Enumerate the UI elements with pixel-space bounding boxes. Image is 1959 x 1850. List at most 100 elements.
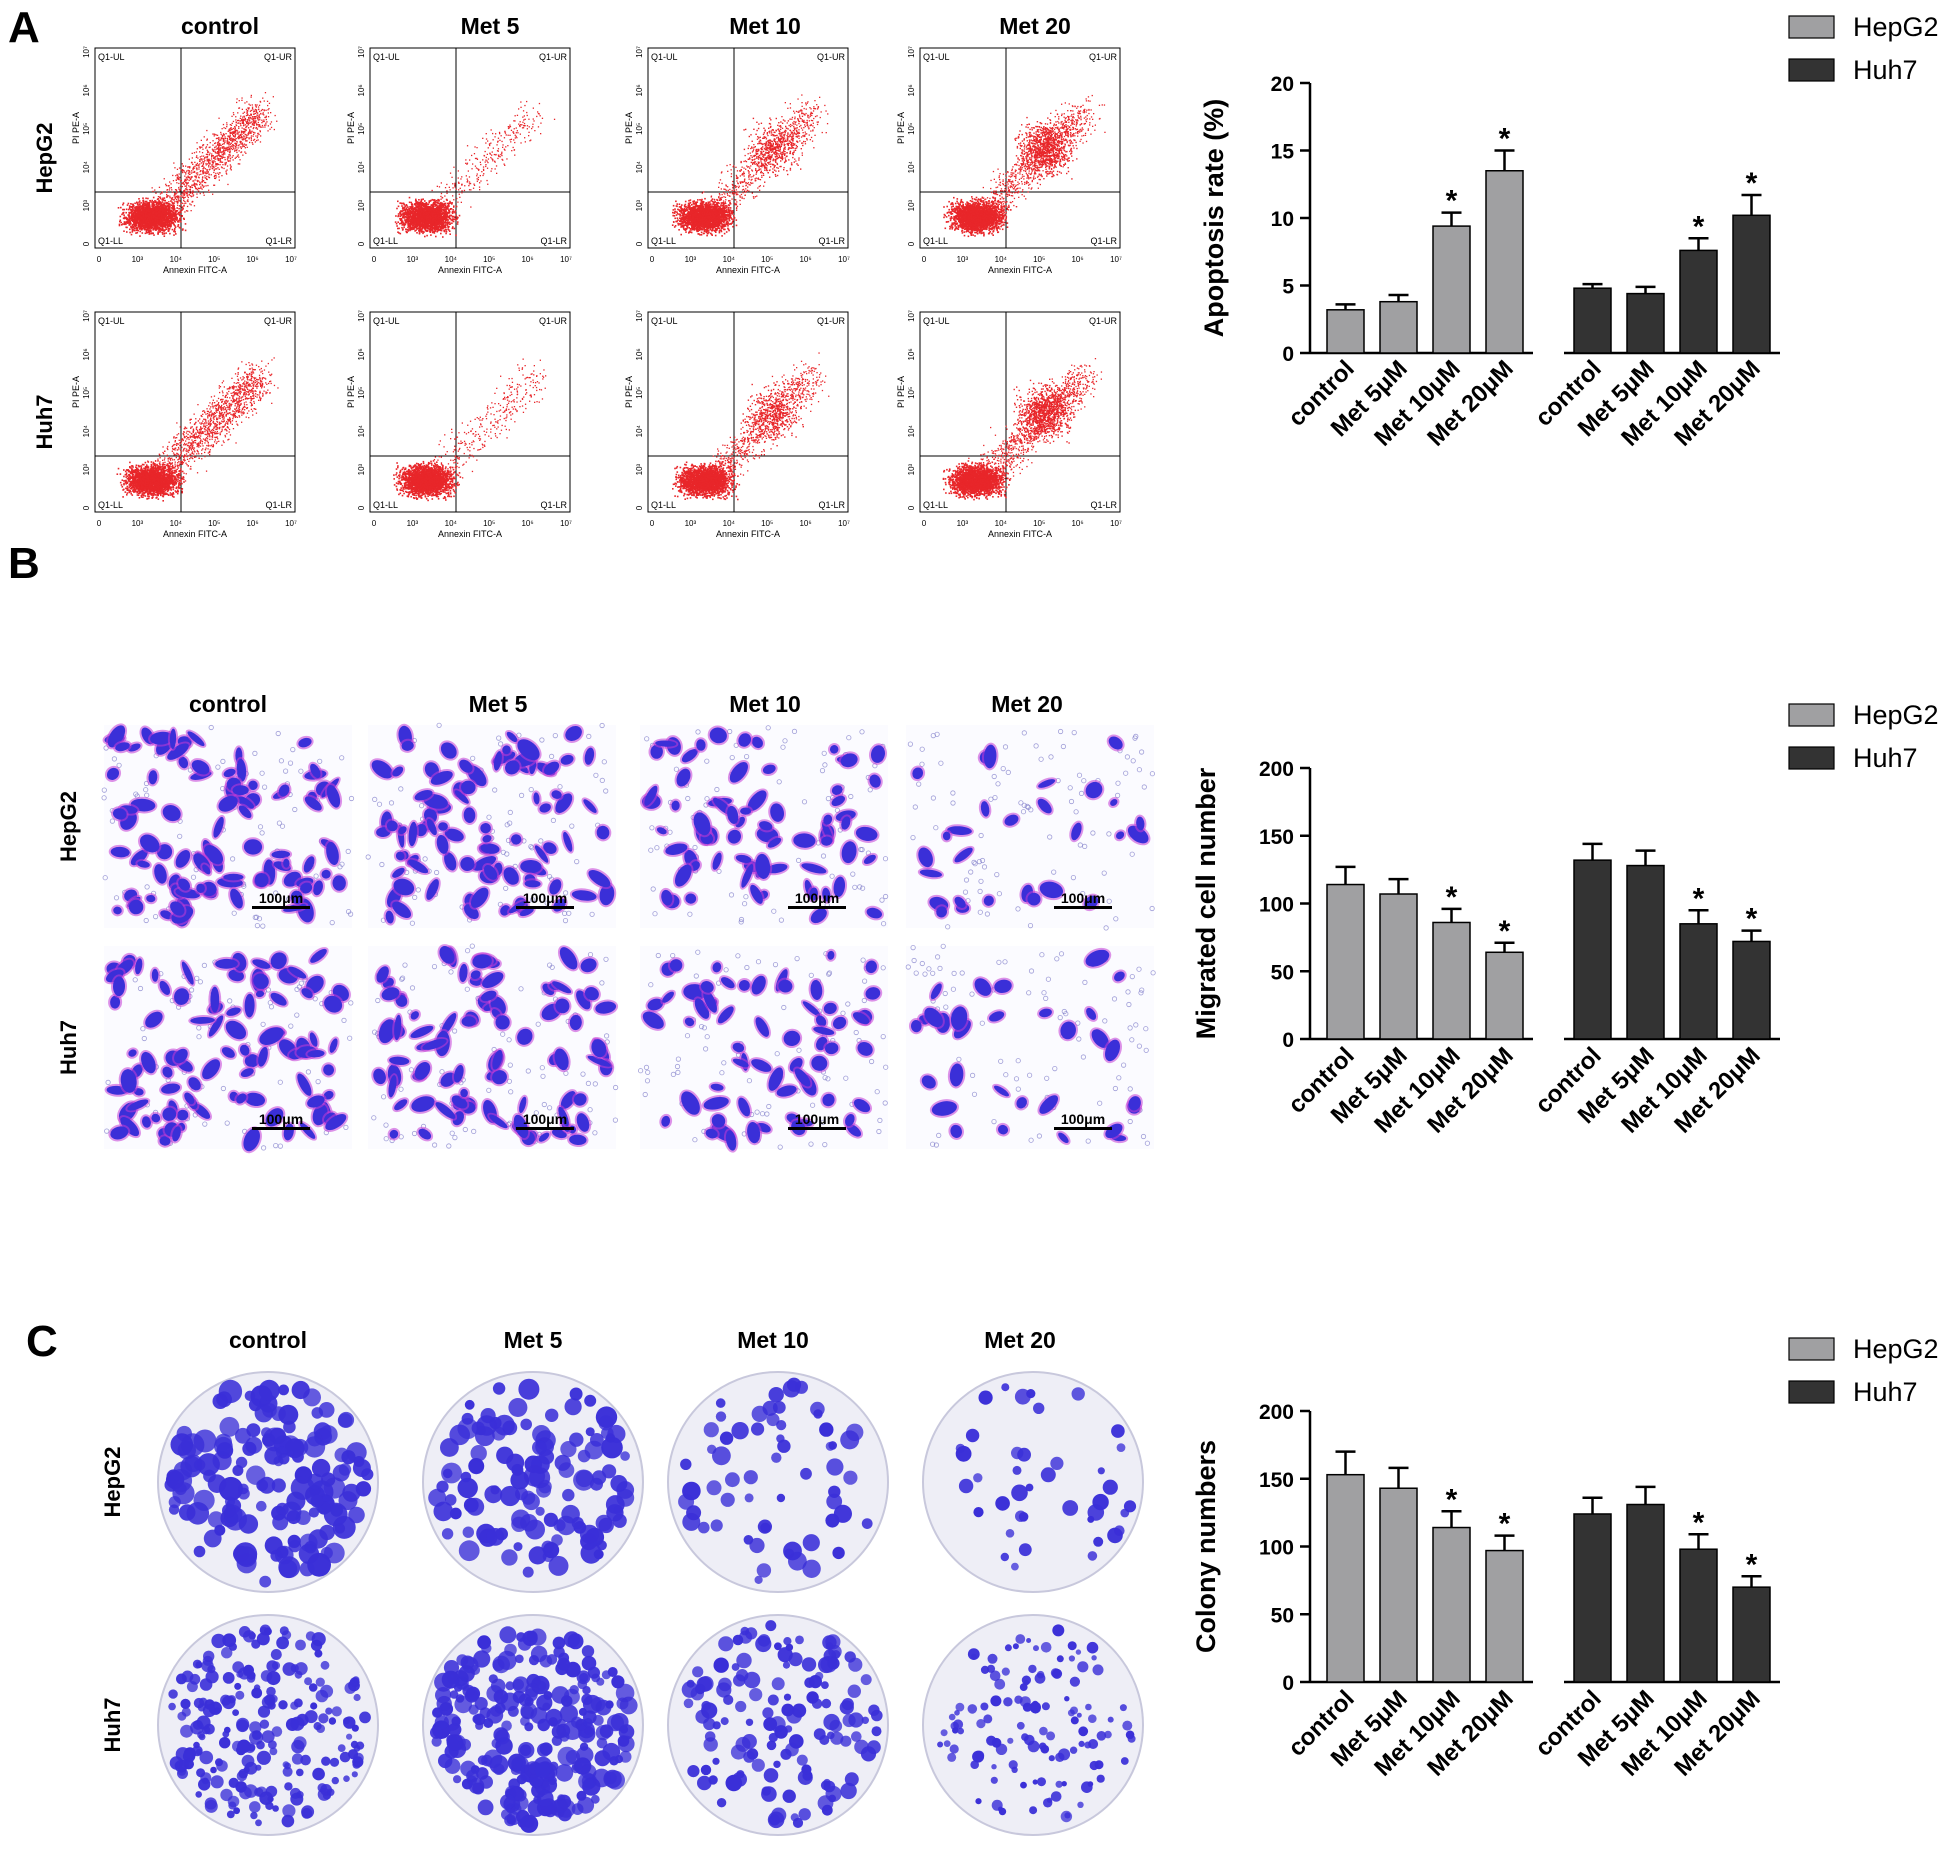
flow-y-label: PI PE-A: [896, 376, 906, 408]
flow-plot-1-2: Q1-UL Q1-UR Q1-LL Q1-LR 0 10³ 10⁴ 10⁵ 10⁶ 10⁷ 0 10³…: [624, 310, 850, 539]
flow-x-label: Annexin FITC-A: [988, 265, 1052, 275]
flow-plot-0-0: Q1-UL Q1-UR Q1-LL Q1-LR 0 10³ 10⁴ 10⁵ 10⁶ 10⁷ 0 10³…: [71, 46, 297, 275]
panel-a-row-1: Huh7: [32, 395, 57, 450]
flow-x-tick: 10³: [957, 519, 969, 528]
scale-bar-label: 100μm: [523, 1111, 567, 1127]
flow-y-tick: 10⁵: [82, 123, 91, 135]
legend-label-huh7: Huh7: [1853, 743, 1918, 773]
scale-bar-label: 100μm: [1061, 1111, 1105, 1127]
y-tick-label: 200: [1259, 758, 1294, 781]
flow-y-tick: 10⁷: [357, 46, 366, 58]
flow-x-tick: 10⁷: [1110, 519, 1122, 528]
quadrant-label: Q1-LR: [1090, 236, 1117, 246]
panel-c-condition-0: control: [229, 1327, 307, 1353]
flow-plot-1-3: Q1-UL Q1-UR Q1-LL Q1-LR 0 10³ 10⁴ 10⁵ 10⁶ 10⁷ 0 10³…: [896, 310, 1122, 539]
panel-c-row-1: Huh7: [100, 1698, 125, 1753]
panel-b-row-0: HepG2: [56, 791, 81, 862]
flow-y-label: PI PE-A: [896, 112, 906, 144]
significance-marker: *: [1693, 1506, 1705, 1539]
flow-y-tick: 10³: [82, 199, 91, 211]
flow-y-label: PI PE-A: [71, 376, 81, 408]
flow-y-label: PI PE-A: [346, 112, 356, 144]
flow-x-tick: 10⁵: [483, 255, 495, 264]
flow-x-tick: 10⁴: [995, 519, 1008, 528]
flow-x-tick: 10⁴: [170, 255, 183, 264]
flow-x-tick: 10⁶: [521, 255, 533, 264]
y-tick-label: 50: [1271, 1604, 1294, 1627]
flow-events: [393, 358, 547, 502]
significance-marker: *: [1693, 210, 1705, 243]
bar-hepg2-0: [1326, 883, 1365, 1040]
flow-x-tick: 0: [922, 255, 927, 264]
colony-plate-0-0: [157, 1371, 379, 1593]
flow-y-tick: 10⁶: [357, 84, 366, 96]
flow-x-label: Annexin FITC-A: [163, 265, 227, 275]
y-axis-label: Apoptosis rate (%): [1199, 99, 1229, 338]
quadrant-label: Q1-UL: [923, 52, 950, 62]
transwell-image-1-3: 100μm: [905, 943, 1156, 1149]
flow-x-tick: 0: [650, 519, 655, 528]
flow-events: [116, 357, 279, 502]
bar-huh7-2: [1679, 1548, 1718, 1683]
flow-plot-frame: [369, 311, 571, 513]
flow-y-tick: 10⁵: [357, 387, 366, 399]
panel-a-condition-3: Met 20: [999, 13, 1071, 39]
flow-x-tick: 0: [97, 255, 102, 264]
quadrant-label: Q1-LR: [265, 500, 292, 510]
flow-y-tick: 10⁶: [907, 84, 916, 96]
flow-y-tick: 10³: [907, 463, 916, 475]
flow-x-tick: 10³: [685, 255, 697, 264]
colony-plate-0-2: [667, 1371, 889, 1593]
flow-y-tick: 10³: [357, 463, 366, 475]
bar-hepg2-2: [1432, 225, 1471, 354]
flow-x-tick: 10⁷: [560, 255, 572, 264]
flow-y-tick: 10⁴: [635, 424, 644, 437]
scale-bar: [788, 906, 846, 909]
scale-bar: [252, 906, 310, 909]
flow-x-tick: 10⁷: [285, 519, 297, 528]
flow-y-tick: 10⁵: [635, 123, 644, 135]
quadrant-label: Q1-UL: [923, 316, 950, 326]
legend-swatch-hepg2: [1788, 15, 1835, 39]
bar-hepg2-0: [1326, 1473, 1365, 1683]
quadrant-label: Q1-LR: [540, 500, 567, 510]
bar-huh7-0: [1573, 1513, 1612, 1683]
flow-x-tick: 10³: [407, 255, 419, 264]
flow-y-tick: 10⁶: [82, 84, 91, 96]
flow-y-tick: 10⁶: [82, 348, 91, 360]
flow-x-label: Annexin FITC-A: [438, 265, 502, 275]
flow-x-tick: 10⁶: [799, 519, 811, 528]
image-bg: [104, 725, 352, 928]
panel-a-condition-1: Met 5: [461, 13, 520, 39]
flow-x-tick: 10⁶: [1071, 519, 1083, 528]
quadrant-label: Q1-LL: [98, 236, 123, 246]
flow-y-tick: 10³: [635, 463, 644, 475]
legend-label-huh7: Huh7: [1853, 1377, 1918, 1407]
panel-c-condition-1: Met 5: [504, 1327, 563, 1353]
flow-events: [943, 94, 1106, 238]
y-tick-label: 10: [1271, 208, 1294, 231]
quadrant-label: Q1-LL: [373, 500, 398, 510]
flow-y-tick: 0: [907, 505, 916, 510]
transwell-image-1-1: 100μm: [368, 943, 619, 1149]
y-tick-label: 200: [1259, 1401, 1294, 1424]
flow-x-tick: 10⁷: [838, 519, 850, 528]
flow-y-tick: 0: [635, 505, 644, 510]
flow-y-tick: 0: [635, 241, 644, 246]
bar-huh7-3: [1732, 940, 1771, 1040]
flow-y-label: PI PE-A: [346, 376, 356, 408]
flow-x-tick: 10⁵: [1033, 255, 1045, 264]
flow-y-tick: 10⁵: [907, 387, 916, 399]
bar-huh7-2: [1679, 923, 1718, 1040]
flow-x-tick: 0: [650, 255, 655, 264]
flow-y-tick: 10⁷: [635, 310, 644, 322]
legend-label-hepg2: HepG2: [1853, 12, 1939, 42]
scale-bar: [1054, 1127, 1112, 1130]
flow-y-tick: 10⁵: [82, 387, 91, 399]
significance-marker: *: [1446, 185, 1458, 218]
flow-x-tick: 10⁷: [838, 255, 850, 264]
scale-bar: [788, 1127, 846, 1130]
flow-y-tick: 10⁴: [357, 160, 366, 173]
scale-bar-label: 100μm: [523, 890, 567, 906]
